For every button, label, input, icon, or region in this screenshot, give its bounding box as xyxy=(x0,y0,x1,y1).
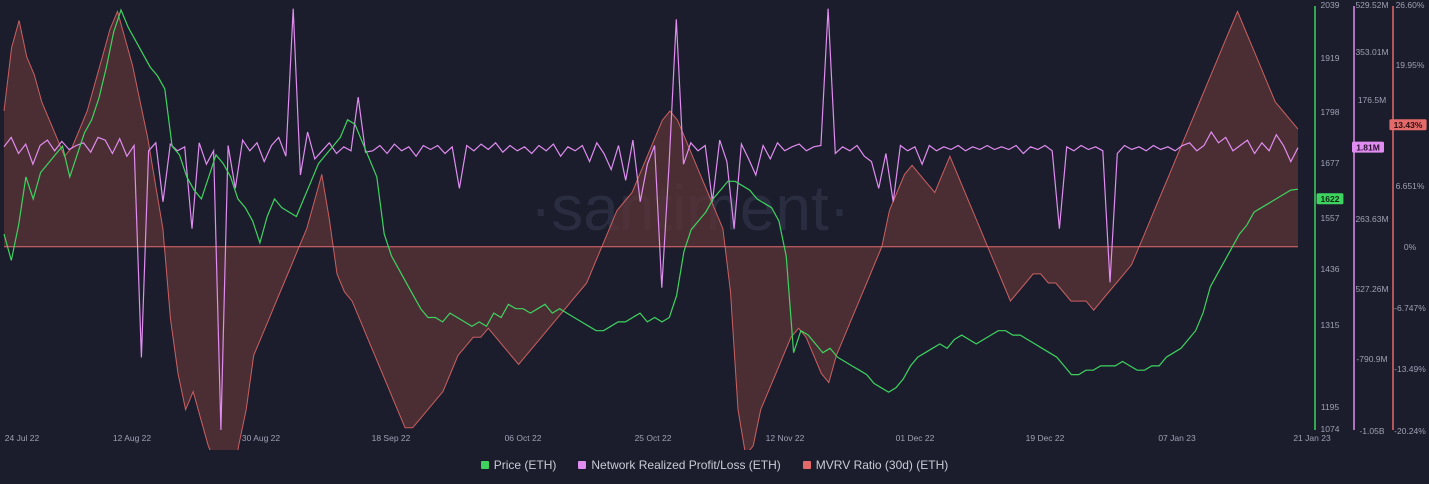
price-tick-label: 1557 xyxy=(1321,213,1340,223)
legend-label-mvrv: MVRV Ratio (30d) (ETH) xyxy=(815,458,949,472)
price-tick-label: 1919 xyxy=(1321,53,1340,63)
price-tick-label: 2039 xyxy=(1321,0,1340,10)
mvrv-current-badge-bg xyxy=(1389,119,1427,131)
legend-item-price[interactable]: Price (ETH) xyxy=(480,458,557,472)
mvrv-current-badge: 13.43% xyxy=(1394,120,1423,130)
x-tick-label: 06 Oct 22 xyxy=(505,433,542,443)
x-tick-label: 30 Aug 22 xyxy=(242,433,281,443)
profit-loss-tick-label: 263.63M xyxy=(1355,214,1388,224)
profit-loss-tick-label: 527.26M xyxy=(1355,284,1388,294)
price-tick-label: 1074 xyxy=(1321,424,1340,434)
chart-svg: ·santiment· 2039191917981677155714361315… xyxy=(3,0,1427,484)
profit-loss-current-badge-bg xyxy=(1352,141,1384,153)
legend-item-mvrv[interactable]: MVRV Ratio (30d) (ETH) xyxy=(802,458,949,472)
profit-loss-line xyxy=(3,8,1299,431)
price-current-badge: 1622 xyxy=(1321,194,1340,204)
legend-item-profit-loss[interactable]: Network Realized Profit/Loss (ETH) xyxy=(578,458,781,472)
profit-loss-current-badge: 1.81M xyxy=(1356,143,1380,153)
mvrv-tick-label: -13.49% xyxy=(1394,364,1426,374)
mvrv-tick-label: 0% xyxy=(1404,242,1417,252)
price-tick-label: 1195 xyxy=(1321,402,1340,412)
legend-label-profit-loss: Network Realized Profit/Loss (ETH) xyxy=(591,458,781,472)
mvrv-tick-label: 6.651% xyxy=(1396,181,1425,191)
x-tick-label: 12 Nov 22 xyxy=(766,433,805,443)
x-tick-label: 01 Dec 22 xyxy=(896,433,935,443)
mvrv-tick-label: 19.95% xyxy=(1396,60,1425,70)
legend-swatch-price xyxy=(480,461,489,469)
legend-label-price: Price (ETH) xyxy=(493,458,557,472)
axis-layer: 2039 1919 1798 1677 1557 1436 1315 1195 1074 529.… xyxy=(5,0,1427,443)
price-current-badge-bg xyxy=(1316,193,1344,205)
legend: Price (ETH) Network Realized Profit/Loss… xyxy=(0,458,1429,472)
mvrv-tick-label: 26.60% xyxy=(1396,0,1425,10)
legend-swatch-profit-loss xyxy=(578,461,587,469)
profit-loss-tick-label: 529.52M xyxy=(1355,0,1388,10)
x-tick-label: 21 Jan 23 xyxy=(1293,433,1331,443)
x-tick-label: 18 Sep 22 xyxy=(372,433,411,443)
price-tick-label: 1677 xyxy=(1321,158,1340,168)
profit-loss-tick-label: -1.05B xyxy=(1359,426,1384,436)
x-tick-label: 07 Jan 23 xyxy=(1158,433,1196,443)
profit-loss-tick-label: -790.9M xyxy=(1356,354,1387,364)
price-line xyxy=(3,8,1299,393)
mvrv-area xyxy=(4,11,1298,484)
x-tick-label: 12 Aug 22 xyxy=(113,433,152,443)
mvrv-tick-label: -6.747% xyxy=(1394,303,1426,313)
price-tick-label: 1798 xyxy=(1321,107,1340,117)
x-tick-label: 19 Dec 22 xyxy=(1026,433,1065,443)
price-tick-label: 1436 xyxy=(1321,264,1340,274)
x-tick-label: 24 Jul 22 xyxy=(5,433,40,443)
series-layer xyxy=(3,8,1299,484)
legend-swatch-mvrv xyxy=(802,461,811,469)
mvrv-tick-label: -20.24% xyxy=(1394,426,1426,436)
profit-loss-tick-label: 176.5M xyxy=(1358,95,1386,105)
price-tick-label: 1315 xyxy=(1321,320,1340,330)
x-tick-label: 25 Oct 22 xyxy=(635,433,672,443)
profit-loss-tick-label: 353.01M xyxy=(1355,47,1388,57)
